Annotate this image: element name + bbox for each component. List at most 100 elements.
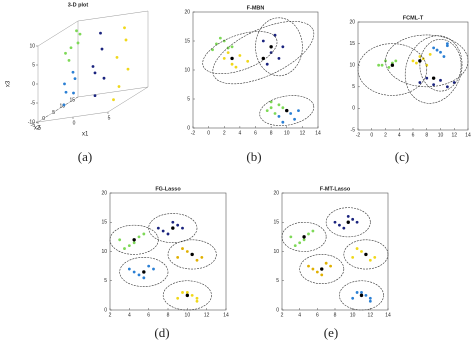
point <box>355 220 359 224</box>
y-tick-label: 10 <box>59 104 65 110</box>
point <box>360 291 363 294</box>
point <box>269 100 273 104</box>
cluster-ellipse <box>259 95 315 126</box>
point <box>124 38 128 42</box>
point <box>355 247 359 250</box>
point <box>329 264 332 268</box>
point <box>387 65 391 69</box>
point <box>185 291 189 294</box>
cluster-ellipse <box>339 280 384 311</box>
point <box>78 32 82 36</box>
point <box>142 232 146 236</box>
point <box>195 299 199 303</box>
point <box>226 51 230 54</box>
point <box>64 51 67 55</box>
center <box>346 220 350 224</box>
x-tick-label: 10 <box>185 312 191 318</box>
point <box>298 241 302 245</box>
x-tick-label: 0 <box>370 132 373 138</box>
point <box>439 78 442 82</box>
y-tick-label: 20 <box>184 9 190 15</box>
cluster-ellipse <box>162 280 212 311</box>
point <box>127 267 131 271</box>
y-tick-label: 5 <box>104 278 107 284</box>
chart-title: 3-D plot <box>68 2 89 8</box>
point <box>132 270 136 274</box>
x-tick-label: 12 <box>451 132 457 138</box>
y-tick-label: 20 <box>273 190 279 196</box>
point <box>302 238 306 242</box>
point <box>445 85 449 89</box>
plot-frame <box>357 21 469 131</box>
point <box>246 59 250 63</box>
chart-title: F-MT-Lasso <box>320 186 351 192</box>
point <box>211 48 214 52</box>
point <box>62 103 66 107</box>
y-tick <box>45 115 49 117</box>
point <box>277 115 281 118</box>
point <box>156 226 160 230</box>
point <box>368 299 372 303</box>
y-tick-label: 0 <box>276 307 279 313</box>
point <box>112 98 115 102</box>
cluster-ellipse <box>357 43 428 96</box>
cluster-ellipse <box>212 21 315 85</box>
y-tick-label: -5 <box>351 127 356 133</box>
point <box>324 261 328 265</box>
point <box>222 39 226 43</box>
point <box>360 250 363 253</box>
x-tick-label: 14 <box>223 312 229 318</box>
point <box>127 244 131 248</box>
point <box>72 91 75 95</box>
point <box>418 55 422 58</box>
cluster-ellipse <box>343 239 389 270</box>
point <box>71 70 75 74</box>
point <box>75 29 78 33</box>
x-tick-label: 12 <box>204 312 210 318</box>
cluster-ellipse <box>281 221 327 252</box>
x-tick-label: 12 <box>300 130 306 136</box>
cluster-ellipse <box>167 239 217 270</box>
point <box>445 44 449 48</box>
x-tick-label: 8 <box>334 312 337 318</box>
point <box>63 82 66 86</box>
x-tick-label: -2 <box>356 132 361 138</box>
x-tick-label: 4 <box>398 132 401 138</box>
point <box>364 293 368 297</box>
cluster-ellipse <box>148 213 198 244</box>
point <box>123 26 126 30</box>
cluster-ellipse <box>255 17 303 77</box>
cluster-ellipse <box>202 31 278 75</box>
y-tick-label: 15 <box>101 220 107 226</box>
x-tick-label: 8 <box>270 130 273 136</box>
point <box>425 76 429 80</box>
point <box>377 63 381 67</box>
point <box>226 46 230 50</box>
x-tick-label: 0 <box>73 120 76 126</box>
y-tick-label: 5 <box>52 110 55 116</box>
center <box>302 235 306 239</box>
cluster-ellipse <box>404 35 463 104</box>
point <box>69 46 73 50</box>
y-tick <box>75 96 79 99</box>
x-tick-label: 4 <box>128 312 131 318</box>
point <box>297 109 300 112</box>
cluster-ellipse <box>325 207 371 238</box>
point <box>351 296 355 300</box>
caption: (d) <box>154 325 169 340</box>
x-tick-label: 0 <box>207 130 210 136</box>
point <box>293 117 296 121</box>
box-edge <box>37 20 79 47</box>
x-tick-label: 2 <box>109 312 112 318</box>
point <box>428 53 432 56</box>
x-tick-label: 10 <box>438 132 444 138</box>
center <box>390 63 395 67</box>
point <box>137 235 141 239</box>
y-tick-label: 10 <box>101 249 107 255</box>
y-tick-label: 5 <box>187 96 190 102</box>
point <box>320 273 324 277</box>
point <box>166 232 170 236</box>
box-edge <box>107 86 149 113</box>
point <box>142 276 146 280</box>
